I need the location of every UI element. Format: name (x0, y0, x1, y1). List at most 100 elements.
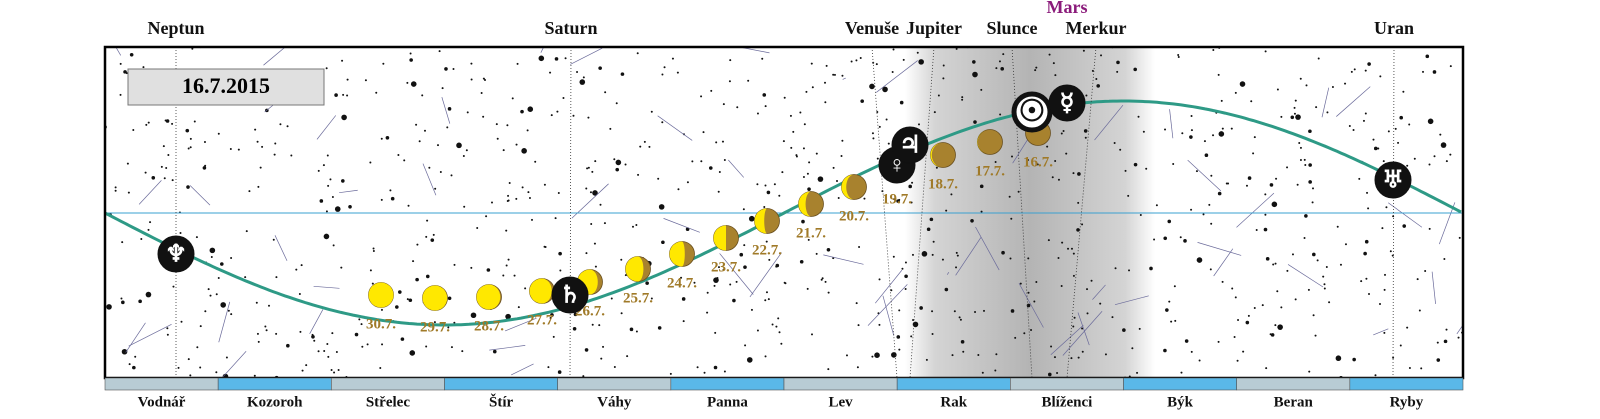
star (1280, 306, 1283, 309)
planet-symbol: ♆ (165, 242, 187, 268)
planet-label: Merkur (1066, 18, 1127, 38)
planet-disc (551, 276, 589, 314)
star (825, 64, 828, 67)
guides (175, 46, 1395, 379)
star (1220, 99, 1223, 102)
star (882, 86, 888, 93)
star (783, 96, 786, 99)
star (832, 257, 835, 260)
star (524, 287, 527, 290)
star (244, 276, 247, 279)
star (643, 140, 646, 143)
planet-symbol: ♅ (1382, 168, 1404, 194)
star (661, 121, 664, 124)
star (425, 274, 430, 279)
star (587, 116, 590, 119)
star (663, 66, 666, 69)
star (217, 276, 220, 279)
star (810, 333, 813, 336)
star (1374, 374, 1377, 377)
star (505, 313, 511, 320)
zodiac-band (557, 377, 672, 391)
star (275, 332, 278, 335)
star (128, 363, 131, 366)
star (406, 298, 409, 301)
star (1276, 88, 1279, 91)
star (1308, 163, 1312, 167)
star (327, 184, 330, 187)
star (598, 66, 602, 70)
star (713, 284, 716, 287)
star (1174, 319, 1177, 322)
star (1264, 50, 1267, 53)
star (841, 74, 844, 77)
star (856, 366, 859, 369)
constellation-line (316, 115, 337, 140)
star (1443, 339, 1448, 344)
star (1252, 152, 1255, 155)
constellation-line (876, 60, 918, 93)
star (456, 142, 462, 149)
star (945, 209, 948, 212)
star (1311, 187, 1314, 190)
star (626, 355, 629, 358)
star (748, 215, 755, 222)
star (1060, 284, 1063, 287)
star (389, 189, 392, 192)
star (1362, 119, 1365, 122)
star (165, 167, 168, 170)
star (1443, 258, 1446, 261)
star (1274, 324, 1277, 327)
star (1299, 77, 1302, 80)
star (1358, 177, 1361, 180)
star (767, 298, 770, 301)
zodiac-label: Býk (1167, 394, 1194, 410)
zodiac-label: Štír (489, 393, 514, 410)
star (1124, 169, 1127, 172)
star (1221, 127, 1224, 130)
constellation-line (946, 272, 950, 275)
star (995, 67, 998, 70)
star (1086, 288, 1089, 291)
star (850, 60, 853, 63)
star (600, 357, 603, 360)
star (876, 157, 879, 160)
star (706, 311, 709, 314)
star (552, 335, 555, 338)
star (1247, 176, 1252, 180)
star (732, 298, 736, 303)
star (1418, 309, 1421, 312)
star (1011, 155, 1014, 158)
planet-label: Venuše (845, 18, 899, 38)
star (1274, 262, 1277, 265)
star (300, 264, 303, 267)
star (1095, 78, 1098, 81)
star (486, 268, 491, 272)
star (1198, 359, 1201, 362)
star (380, 308, 383, 311)
star (594, 265, 597, 268)
star (1383, 288, 1386, 291)
star (910, 335, 913, 338)
star (713, 365, 718, 370)
star (1314, 334, 1317, 337)
star (857, 324, 860, 327)
star (203, 140, 206, 143)
star (1344, 243, 1347, 246)
star (1052, 62, 1055, 65)
star (1439, 133, 1442, 136)
star (121, 241, 124, 244)
moon-label: 29.7. (420, 319, 450, 335)
star (299, 330, 302, 333)
star (1177, 55, 1180, 58)
star (795, 154, 798, 157)
star (1385, 206, 1388, 209)
star (447, 326, 450, 329)
star (1382, 160, 1385, 163)
star (409, 58, 413, 62)
planet-label: Neptun (147, 18, 204, 38)
star (254, 128, 257, 131)
star (516, 62, 519, 65)
star (1234, 91, 1237, 94)
star (1303, 158, 1306, 161)
